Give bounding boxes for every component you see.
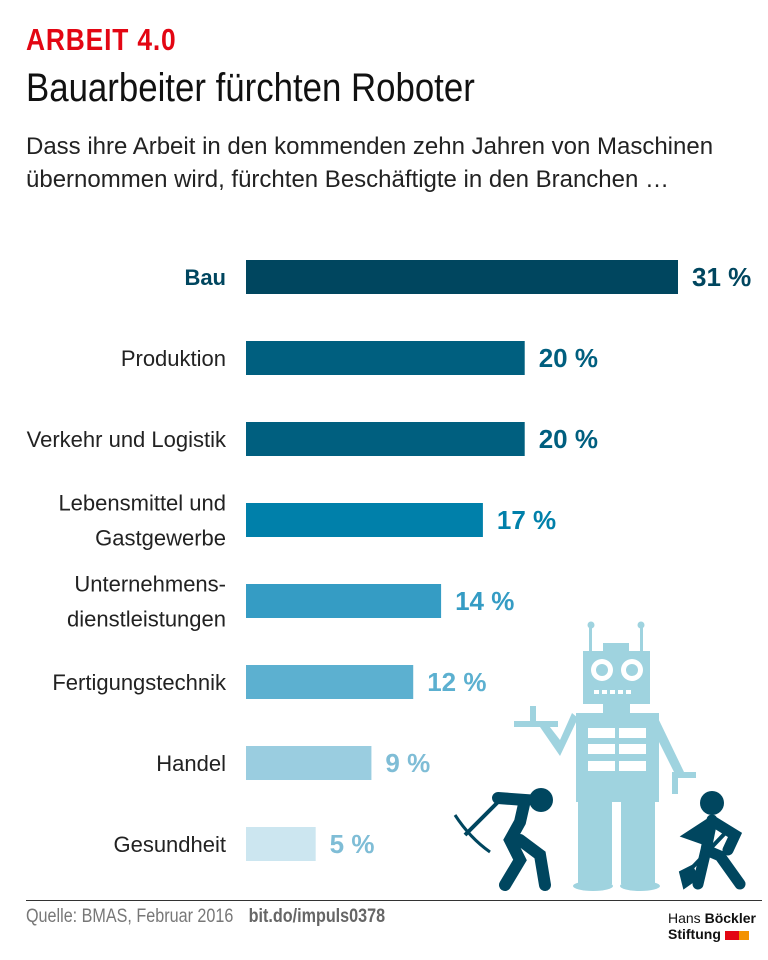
bar xyxy=(246,746,372,780)
bar xyxy=(246,665,414,699)
category-label: Fertigungstechnik xyxy=(52,670,227,695)
source-text: Quelle: BMAS, Februar 2016 xyxy=(26,906,234,927)
value-label: 20 % xyxy=(539,424,598,454)
kicker: ARBEIT 4.0 xyxy=(26,22,177,57)
value-label: 20 % xyxy=(539,343,598,373)
bar xyxy=(246,260,678,294)
logo-red-square xyxy=(724,930,739,940)
category-label: Gastgewerbe xyxy=(95,526,226,551)
bar xyxy=(246,341,525,375)
logo-text: Böckler xyxy=(704,910,756,926)
bar xyxy=(246,584,442,618)
category-label: Lebensmittel und xyxy=(58,491,226,516)
bar xyxy=(246,422,525,456)
robot-workers-illustration xyxy=(453,621,746,891)
logo-orange-square xyxy=(738,930,749,940)
value-label: 5 % xyxy=(330,829,375,859)
footer-divider xyxy=(26,900,762,901)
page-title: Bauarbeiter fürchten Roboter xyxy=(26,66,475,110)
category-label: Bau xyxy=(184,265,226,290)
category-label: Unternehmens- xyxy=(74,572,226,597)
category-label: Handel xyxy=(156,751,226,776)
worker-shovel-icon xyxy=(678,791,746,890)
value-label: 17 % xyxy=(497,505,556,535)
category-label: Verkehr und Logistik xyxy=(27,427,227,452)
hans-boeckler-logo: Hans Böckler Stiftung xyxy=(668,910,756,942)
value-label: 14 % xyxy=(455,586,514,616)
category-label: Gesundheit xyxy=(113,832,226,857)
logo-text: Stiftung xyxy=(668,926,721,942)
source-note: Quelle: BMAS, Februar 2016 bit.do/impuls0… xyxy=(26,906,385,928)
value-label: 31 % xyxy=(692,262,751,292)
category-label: Produktion xyxy=(121,346,226,371)
value-label: 9 % xyxy=(385,748,430,778)
category-label: dienstleistungen xyxy=(67,607,226,632)
source-link[interactable]: bit.do/impuls0378 xyxy=(248,906,386,927)
subtitle: Dass ihre Arbeit in den kommenden zehn J… xyxy=(26,133,714,193)
bar xyxy=(246,827,316,861)
value-label: 12 % xyxy=(427,667,486,697)
bar xyxy=(246,503,483,537)
logo-text: Hans xyxy=(668,910,701,926)
worker-pickaxe-icon xyxy=(453,788,553,891)
